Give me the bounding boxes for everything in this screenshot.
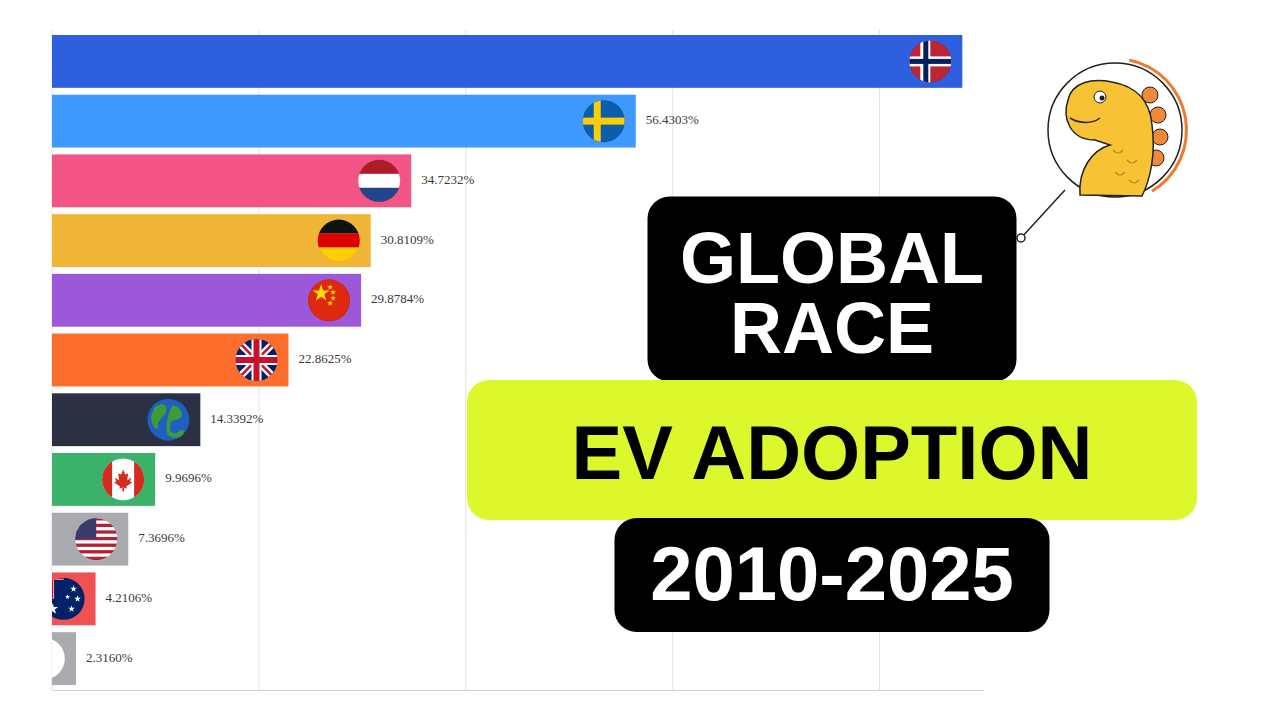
annotation-group: 2010-2025 [615,518,1050,632]
flag [357,159,401,203]
flag [908,39,952,83]
flag [52,637,66,681]
data-label: 2.3160% [86,650,133,665]
bar [52,35,962,88]
mascot [1017,58,1188,242]
flag [52,577,86,621]
data-label: 22.8625% [298,351,351,366]
flag [234,338,278,382]
x-axis [53,690,984,692]
bar [52,95,636,148]
data-label: 14.3392% [210,411,263,426]
bar [52,393,200,446]
flag [307,278,351,322]
data-label: 29.8784% [371,291,424,306]
data-label: 56.4303% [646,112,699,127]
bar [52,214,371,267]
chart-svg: 56.4303% 34.7232% 30.8109% 29.8784% 22.8625%… [0,0,1280,720]
data-label: 4.2106% [106,590,153,605]
flag [101,457,145,501]
flag [582,99,626,143]
bar [52,154,411,207]
text-box [467,380,1197,520]
axis-line [53,690,984,691]
data-label: 30.8109% [381,232,434,247]
background [0,0,1280,720]
bar [52,334,288,387]
data-label: 34.7232% [421,172,474,187]
title: GLOBALRACE [680,218,984,368]
text-box [615,518,1050,632]
data-label: 7.3696% [138,530,185,545]
title-group: GLOBALRACE [648,197,1017,382]
bar [52,274,361,327]
text-box [648,197,1017,382]
data-label: 9.9696% [165,470,212,485]
subtitle-group: EV ADOPTION [467,380,1197,520]
flag [74,517,118,561]
annotation: 2010-2025 [650,531,1013,616]
flag [146,398,190,442]
bar [52,453,155,506]
flag [317,219,361,263]
bar [52,513,128,566]
subtitle: EV ADOPTION [572,410,1093,495]
